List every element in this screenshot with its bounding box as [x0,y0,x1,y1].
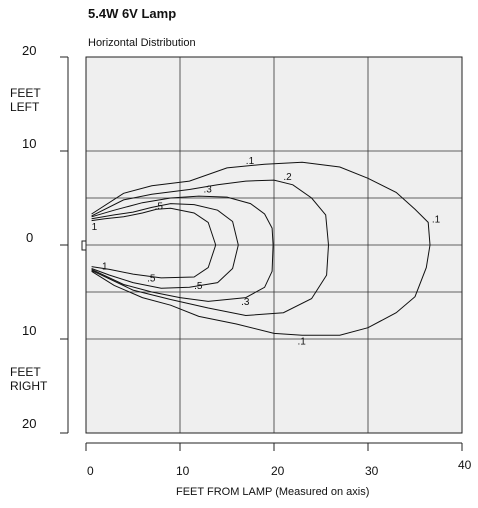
contour-series [91,161,431,336]
contour-label: .1 [432,214,441,225]
lamp-marker [81,240,87,251]
contour-line [91,179,330,317]
contour-label: .2 [283,172,292,183]
chart-subtitle: Horizontal Distribution [88,37,196,49]
x-tick-label: 20 [271,464,285,478]
contour-label: .5 [194,281,203,292]
contour-line [91,207,217,279]
contour-label: 1 [102,261,108,272]
x-axis-label: FEET FROM LAMP (Measured on axis) [176,486,370,498]
contour-line [91,161,431,336]
y-tick-label: 10 [22,136,37,151]
y-tick-label: 10 [22,323,37,338]
contour-label: .5 [147,274,156,285]
axes [60,56,463,451]
contour-label: .3 [241,297,250,308]
y-tick-label: 20 [22,43,37,58]
contour-label: .5 [155,201,164,212]
contour-labels: .1 .2 .3 .5 1 .1 .1 .3 .5 .5 1 [92,156,441,347]
x-tick-label: 30 [365,464,379,478]
x-tick-label: 10 [176,464,190,478]
contour-label: .1 [246,156,255,167]
contour-line [91,203,239,289]
contour-label: .1 [298,337,307,348]
y-tick-label: 20 [22,416,37,431]
grid-lines [86,57,462,433]
x-tick-label: 0 [87,464,94,478]
contour-line [91,195,274,302]
contour-label: 1 [92,222,98,233]
y-axis-label-right: FEET RIGHT [10,365,48,393]
chart-title: 5.4W 6V Lamp [88,6,177,21]
contour-label: .3 [204,184,213,195]
y-tick-label: 0 [26,230,34,245]
y-axis-label-left: FEET LEFT [10,86,41,114]
x-tick-label: 40 [458,458,472,472]
